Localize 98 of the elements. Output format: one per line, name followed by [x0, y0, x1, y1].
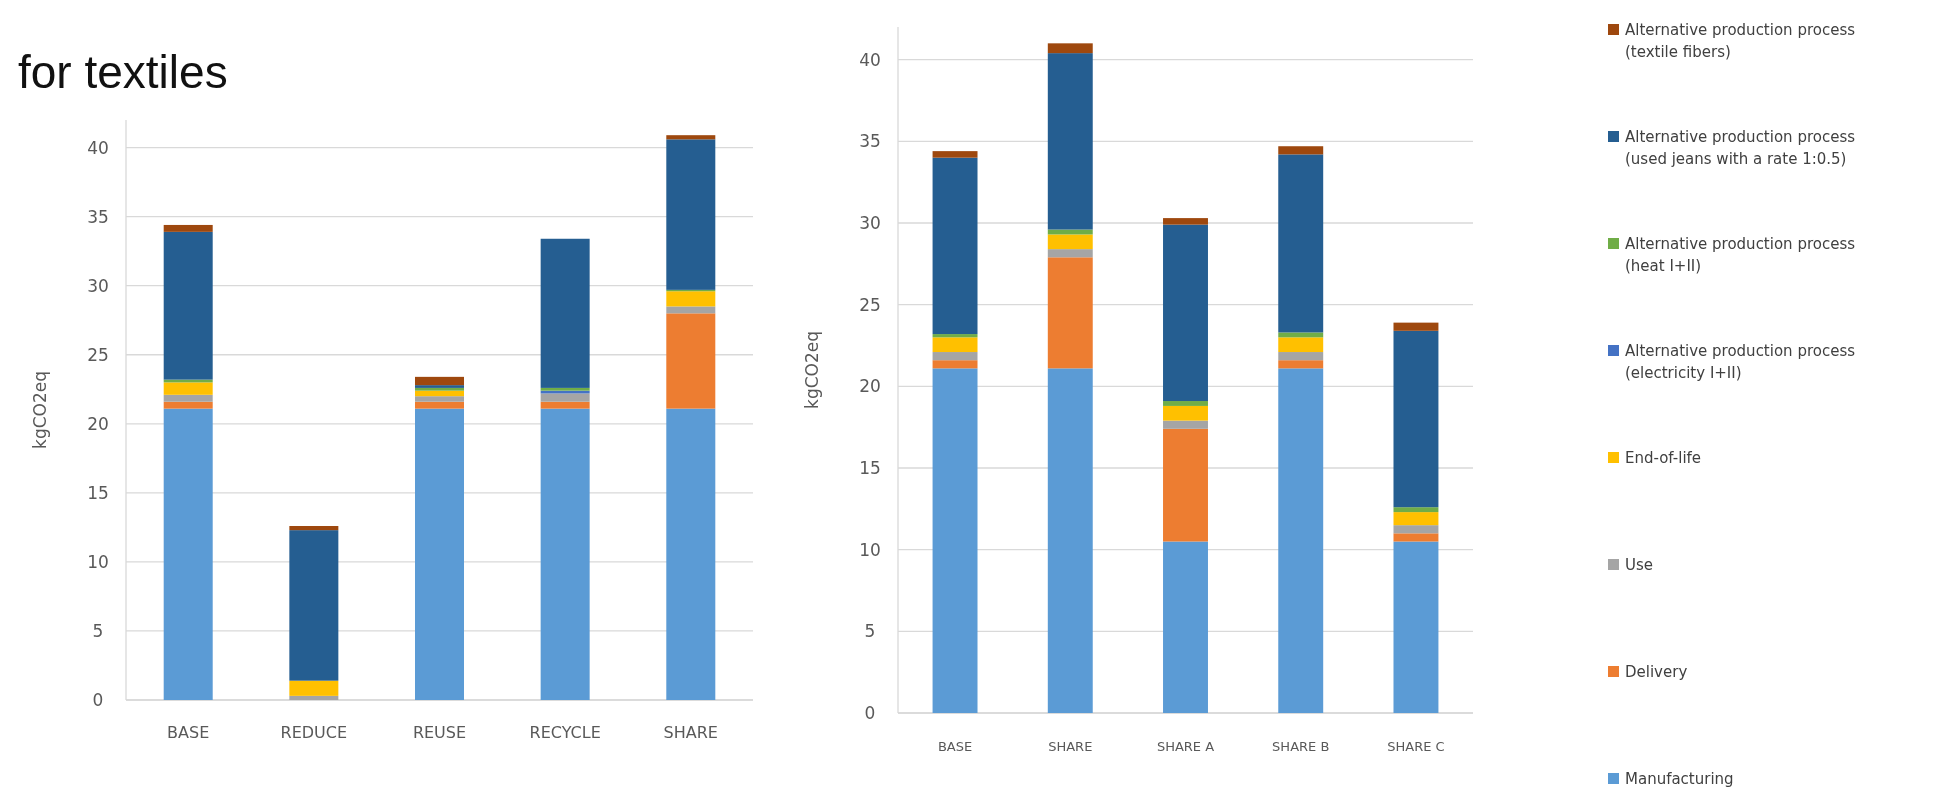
bar	[1163, 401, 1208, 406]
bar	[1163, 218, 1208, 225]
bar	[932, 352, 978, 361]
y-tick-label: 20	[859, 376, 881, 397]
bar	[666, 139, 716, 290]
legend-label: Alternative production process (textile fibers)	[1625, 21, 1856, 61]
bar	[415, 408, 464, 700]
bar	[163, 224, 213, 232]
bar	[666, 306, 716, 314]
legend-label: Manufacturing	[1625, 770, 1734, 788]
bar	[163, 394, 213, 402]
bar	[1278, 332, 1324, 338]
bar	[540, 408, 590, 700]
bar	[1047, 234, 1093, 250]
bar	[540, 401, 590, 409]
x-tick-label: RECYCLE	[529, 723, 601, 742]
legend-label: Delivery	[1625, 663, 1688, 681]
bar	[932, 360, 978, 369]
y-tick-label: 10	[87, 551, 109, 572]
y-tick-label: 5	[92, 620, 104, 641]
x-tick-label: SHARE	[663, 723, 718, 742]
y-tick-label: 0	[864, 702, 876, 723]
bar	[1163, 405, 1208, 421]
bar	[1393, 533, 1439, 542]
bar	[1393, 507, 1439, 513]
bar	[1278, 360, 1324, 369]
bar	[1278, 146, 1324, 155]
legend-label: End-of-life	[1625, 449, 1702, 467]
y-tick-label: 5	[864, 621, 876, 642]
x-tick-label: SHARE A	[1156, 739, 1215, 754]
bar	[1047, 43, 1093, 54]
bar	[163, 401, 213, 409]
y-tick-label: 15	[859, 457, 881, 478]
legend-label: Alternative production process (heat I+II)	[1625, 235, 1856, 275]
bar	[932, 337, 978, 353]
bar	[1278, 154, 1324, 333]
bar	[1163, 541, 1208, 713]
bar	[932, 334, 978, 338]
bar	[1047, 53, 1093, 230]
y-tick-label: 10	[859, 539, 881, 560]
bar	[1393, 525, 1439, 534]
y-tick-label: 40	[859, 49, 881, 70]
bar	[1047, 249, 1093, 258]
y-tick-label: 30	[87, 275, 109, 296]
bar	[289, 680, 339, 696]
legend-label: Alternative production process (used jeans with a rate 1:0.5)	[1625, 128, 1856, 168]
bar	[1047, 368, 1093, 713]
y-tick-label: 35	[87, 206, 109, 227]
bar	[540, 238, 590, 388]
bar	[289, 526, 339, 531]
bar	[415, 376, 464, 386]
x-tick-label: SHARE	[1048, 739, 1093, 754]
y-tick-label: 20	[87, 413, 109, 434]
bar	[666, 135, 716, 140]
bar	[1163, 420, 1208, 429]
bar	[289, 695, 339, 700]
bar	[415, 396, 464, 402]
x-tick-label: REDUCE	[280, 723, 348, 742]
bar	[932, 151, 978, 158]
bar	[666, 313, 716, 409]
y-tick-label: 30	[859, 212, 881, 233]
bar	[1278, 337, 1324, 353]
bar	[1047, 257, 1093, 369]
bar	[415, 401, 464, 409]
bar	[289, 530, 339, 681]
x-tick-label: SHARE B	[1272, 739, 1330, 754]
bar	[1278, 352, 1324, 361]
bar	[163, 382, 213, 395]
y-tick-label: 40	[87, 137, 109, 158]
x-tick-label: BASE	[167, 723, 210, 742]
bar	[932, 368, 978, 713]
bar	[1393, 512, 1439, 526]
bar	[1393, 541, 1439, 713]
y-axis-title: kgCO2eq	[802, 331, 822, 409]
x-tick-label: SHARE C	[1387, 739, 1445, 754]
legend-label: Use	[1625, 556, 1654, 574]
legend-label: Alternative production process (electricity I+II)	[1625, 342, 1856, 382]
bar	[1393, 322, 1439, 331]
bar	[1278, 368, 1324, 713]
x-tick-label: BASE	[937, 739, 973, 754]
bar	[1393, 330, 1439, 508]
bar	[932, 157, 978, 335]
bar	[163, 408, 213, 700]
bar	[666, 291, 716, 307]
bar	[163, 231, 213, 380]
bar	[666, 408, 716, 700]
y-axis-title: kgCO2eq	[30, 371, 50, 449]
bar	[1163, 428, 1208, 542]
y-tick-label: 25	[87, 344, 109, 365]
y-tick-label: 35	[859, 131, 881, 152]
y-tick-label: 25	[859, 294, 881, 315]
x-tick-label: REUSE	[412, 723, 467, 742]
y-tick-label: 0	[92, 689, 104, 710]
bar	[540, 393, 590, 402]
y-tick-label: 15	[87, 482, 109, 503]
bar	[415, 390, 464, 397]
chart-title: for textiles	[18, 46, 228, 98]
bar	[1163, 224, 1208, 402]
